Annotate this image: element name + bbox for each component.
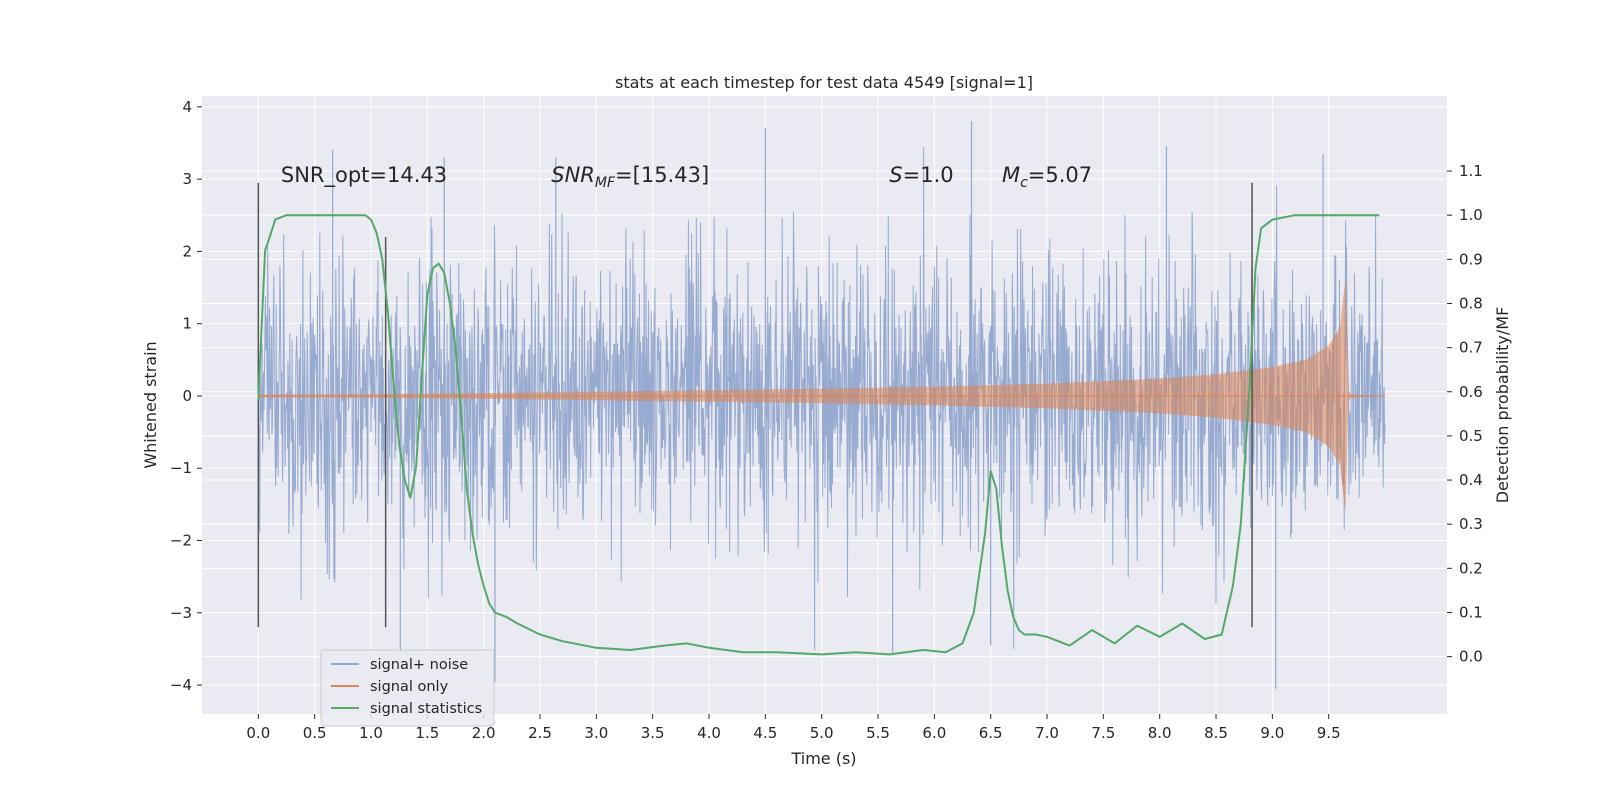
x-tick-label: 4.5 xyxy=(753,724,777,742)
x-tick-label: 1.0 xyxy=(359,724,383,742)
x-tick-label: 2.5 xyxy=(528,724,552,742)
series-signal-statistics xyxy=(257,214,1380,656)
x-tick-label: 5.0 xyxy=(810,724,834,742)
right-y-tick-label: 0.4 xyxy=(1459,471,1483,489)
x-tick-label: 8.5 xyxy=(1204,724,1228,742)
legend-label-signal-noise: signal+ noise xyxy=(370,657,468,673)
x-tick-label: 6.0 xyxy=(922,724,946,742)
y-axis-label: Whitened strain xyxy=(141,341,160,468)
right-y-tick-label: 0.8 xyxy=(1459,294,1483,312)
right-y-tick-labels: 0.0 0.1 0.2 0.3 0.4 0.5 0.6 0.7 0.8 0.9 1.0 1.1 xyxy=(1447,162,1483,666)
right-y-axis-label: Detection probability/MF xyxy=(1493,307,1512,504)
signal-statistics-line xyxy=(257,214,1380,656)
x-tick-label: 7.0 xyxy=(1035,724,1059,742)
y-tick-label: 4 xyxy=(182,98,192,116)
annotation: Mc=5.07 xyxy=(1002,163,1092,191)
legend-box xyxy=(320,649,495,727)
right-y-tick-label: 1.1 xyxy=(1459,162,1483,180)
annotations: SNR_opt=14.43 SNRMF=[15.43] S=1.0 Mc=5.07 xyxy=(281,163,1092,191)
x-tick-label: 9.5 xyxy=(1317,724,1341,742)
x-tick-label: 1.5 xyxy=(415,724,439,742)
right-y-tick-label: 0.2 xyxy=(1459,559,1483,577)
right-y-tick-label: 0.1 xyxy=(1459,603,1483,621)
x-tick-label: 2.0 xyxy=(472,724,496,742)
x-tick-label: 3.0 xyxy=(584,724,608,742)
right-y-tick-label: 0.6 xyxy=(1459,383,1483,401)
annotation: S=1.0 xyxy=(889,163,953,187)
right-y-tick-label: 0.3 xyxy=(1459,515,1483,533)
y-tick-label: 1 xyxy=(182,315,192,333)
right-y-tick-label: 0.0 xyxy=(1459,648,1483,666)
x-tick-label: 3.5 xyxy=(641,724,665,742)
y-tick-label: −3 xyxy=(170,604,192,622)
annotation: SNR_opt=14.43 xyxy=(281,163,447,188)
y-tick-label: 3 xyxy=(182,170,192,188)
legend-label-signal-only: signal only xyxy=(370,679,449,695)
y-tick-label: −1 xyxy=(170,459,192,477)
x-tick-labels: 0.0 0.5 1.0 1.5 2.0 2.5 3.0 3.5 4.0 4.5 5.0 5.5 6.0 6… xyxy=(246,714,1341,742)
y-tick-label: −4 xyxy=(170,676,192,694)
y-tick-label: 0 xyxy=(182,387,192,405)
x-tick-label: 4.0 xyxy=(697,724,721,742)
right-y-tick-label: 0.9 xyxy=(1459,250,1483,268)
legend-label-signal-statistics: signal statistics xyxy=(370,701,482,717)
right-y-tick-label: 0.5 xyxy=(1459,427,1483,445)
x-tick-label: 0.5 xyxy=(303,724,327,742)
y-tick-label: −2 xyxy=(170,532,192,550)
y-tick-labels: −4 −3 −2 −1 0 1 2 3 4 xyxy=(170,98,202,694)
x-tick-label: 6.5 xyxy=(979,724,1003,742)
x-tick-label: 9.0 xyxy=(1260,724,1284,742)
x-axis-label: Time (s) xyxy=(790,749,856,768)
right-y-tick-label: 0.7 xyxy=(1459,339,1483,357)
annotation: SNRMF=[15.43] xyxy=(551,163,709,191)
legend: signal+ noise signal only signal statist… xyxy=(320,649,495,727)
chart-title: stats at each timestep for test data 454… xyxy=(615,73,1033,92)
vertical-markers xyxy=(257,182,1253,628)
series-signal-only xyxy=(258,280,1386,512)
x-tick-label: 8.0 xyxy=(1148,724,1172,742)
y-tick-label: 2 xyxy=(182,242,192,260)
x-tick-label: 5.5 xyxy=(866,724,890,742)
x-tick-label: 7.5 xyxy=(1091,724,1115,742)
x-tick-label: 0.0 xyxy=(246,724,270,742)
right-y-tick-label: 1.0 xyxy=(1459,206,1483,224)
